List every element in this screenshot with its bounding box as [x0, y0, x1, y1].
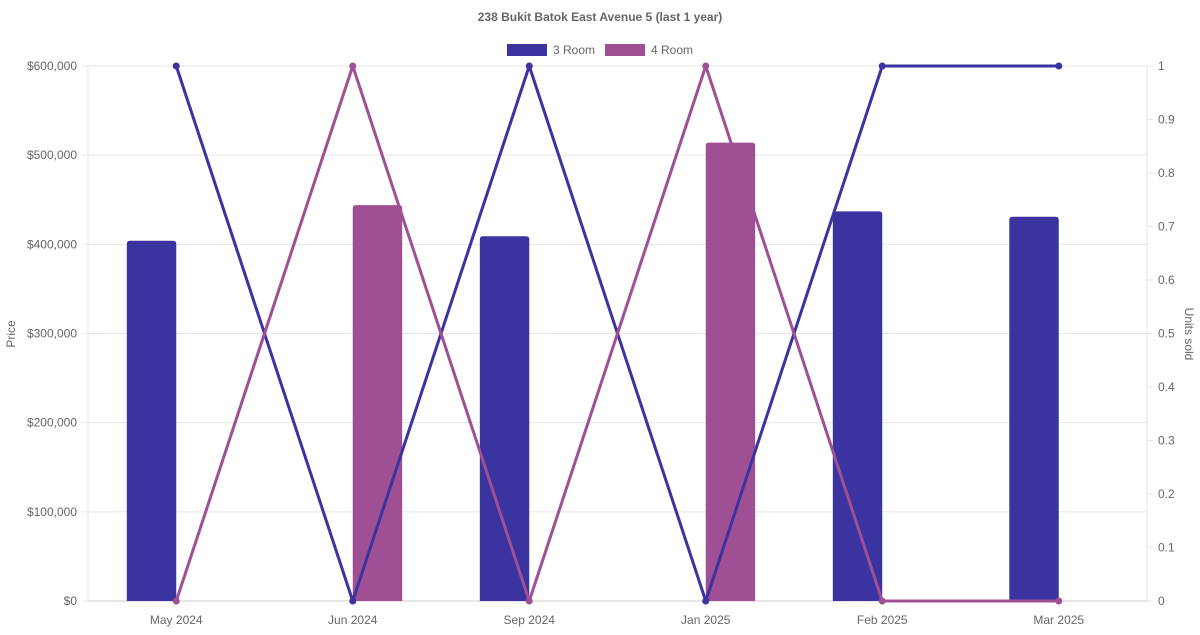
legend-label: 3 Room [553, 43, 595, 57]
y-left-tick-label: $0 [64, 594, 78, 608]
legend: 3 Room 4 Room [506, 43, 693, 57]
units-point-3-room [1055, 62, 1063, 70]
x-tick-label: Sep 2024 [504, 613, 556, 627]
y-left-tick-label: $100,000 [27, 505, 77, 519]
y-left-tick-label: $300,000 [27, 327, 77, 341]
legend-swatch [506, 44, 547, 56]
units-point-4-room [1055, 597, 1063, 605]
x-tick-label: Feb 2025 [857, 613, 908, 627]
units-point-4-room [349, 62, 357, 70]
units-point-3-room [349, 597, 357, 605]
legend-label: 4 Room [651, 43, 693, 57]
price-bar-4-room [705, 142, 756, 601]
y-right-tick-label: 0.5 [1158, 327, 1175, 341]
legend-swatch [605, 44, 645, 56]
y-right-tick-label: 0.2 [1158, 487, 1175, 501]
units-point-4-room [702, 62, 710, 70]
units-point-4-room [172, 597, 180, 605]
price-bar-4-room [352, 205, 403, 601]
x-tick-label: Jun 2024 [328, 613, 378, 627]
y-right-axis-title: Units sold [1182, 308, 1196, 361]
y-left-tick-label: $500,000 [27, 148, 77, 162]
legend-item-4-room[interactable]: 4 Room [605, 43, 693, 57]
y-left-tick-label: $200,000 [27, 416, 77, 430]
price-bar-3-room [479, 236, 530, 601]
units-point-3-room [878, 62, 886, 70]
y-right-tick-label: 0.6 [1158, 273, 1175, 287]
x-tick-label: Mar 2025 [1033, 613, 1084, 627]
y-right-tick-label: 0.9 [1158, 113, 1175, 127]
y-left-tick-label: $600,000 [27, 59, 77, 73]
units-point-4-room [525, 597, 533, 605]
y-right-tick-label: 0.4 [1158, 380, 1175, 394]
x-tick-label: Jan 2025 [681, 613, 731, 627]
y-left-axis-title: Price [4, 320, 18, 348]
price-bars [126, 142, 1059, 602]
gridlines [82, 65, 1153, 607]
units-line-4-room [174, 64, 1059, 603]
price-bar-3-room [126, 240, 177, 601]
y-right-tick-label: 0.3 [1158, 434, 1175, 448]
y-right-tick-label: 0 [1158, 594, 1165, 608]
y-right-tick-label: 0.8 [1158, 166, 1175, 180]
units-point-3-room [525, 62, 533, 70]
units-point-3-room [172, 62, 180, 70]
y-right-tick-label: 0.1 [1158, 541, 1175, 555]
y-right-tick-label: 0.7 [1158, 220, 1175, 234]
units-point-3-room [702, 597, 710, 605]
y-right-tick-label: 1 [1158, 59, 1165, 73]
chart-title: 238 Bukit Batok East Avenue 5 (last 1 ye… [478, 10, 723, 24]
y-left-tick-label: $400,000 [27, 237, 77, 251]
axes: $0 $100,000 $200,000 $300,000 $400,000 $500,0… [27, 59, 1175, 627]
units-point-4-room [878, 597, 886, 605]
x-tick-label: May 2024 [150, 613, 203, 627]
legend-item-3-room[interactable]: 3 Room [506, 43, 595, 57]
price-bar-3-room [832, 211, 883, 601]
price-bar-3-room [1009, 216, 1059, 602]
units-lines [172, 62, 1063, 605]
